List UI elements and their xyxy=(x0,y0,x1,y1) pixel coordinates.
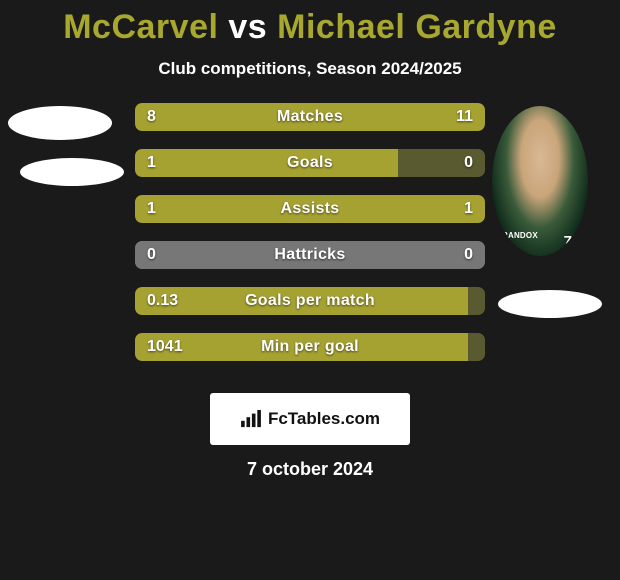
stat-row-assists: 1 1 Assists xyxy=(135,195,485,223)
stat-row-min-per-goal: 1041 Min per goal xyxy=(135,333,485,361)
stat-value-left: 1041 xyxy=(147,338,183,356)
title-left: McCarvel xyxy=(63,8,218,46)
comparison-bars: 811Matches10Goals11Assists00Hattricks0.1… xyxy=(135,103,485,379)
stat-row-matches: 8 11 Matches xyxy=(135,103,485,131)
source-badge-text: FcTables.com xyxy=(268,409,380,429)
stat-row-goals: 1 0 Goals xyxy=(135,149,485,177)
stat-label: Assists xyxy=(280,200,339,218)
kit-number: 7 xyxy=(564,233,572,250)
stat-label: Goals xyxy=(287,154,333,172)
page-title: McCarvel vs Michael Gardyne xyxy=(0,8,620,47)
player-right-avatar: RANDOX 7 xyxy=(492,106,588,256)
comparison-area: RANDOX 7 811Matches10Goals11Assists00Hat… xyxy=(0,103,620,383)
stat-value-left: 1 xyxy=(147,200,156,218)
stat-label: Hattricks xyxy=(274,246,345,264)
stat-row-hattricks: 0 0 Hattricks xyxy=(135,241,485,269)
fctables-logo-icon xyxy=(240,410,262,428)
stat-label: Goals per match xyxy=(245,292,375,310)
stat-label: Min per goal xyxy=(261,338,359,356)
stat-value-left: 1 xyxy=(147,154,156,172)
stat-value-right: 0 xyxy=(464,154,473,172)
stat-value-left: 0 xyxy=(147,246,156,264)
player-left-avatar-placeholder xyxy=(8,106,112,140)
stat-value-left: 8 xyxy=(147,108,156,126)
player-left-name-placeholder xyxy=(20,158,124,186)
stat-value-right: 1 xyxy=(464,200,473,218)
page-subtitle: Club competitions, Season 2024/2025 xyxy=(0,59,620,79)
stat-label: Matches xyxy=(277,108,343,126)
title-right: Michael Gardyne xyxy=(277,8,557,46)
stat-value-right: 11 xyxy=(456,108,473,126)
title-vs: vs xyxy=(218,8,277,46)
stat-value-right: 0 xyxy=(464,246,473,264)
bar-left-fill xyxy=(135,103,282,131)
infographic-root: McCarvel vs Michael Gardyne Club competi… xyxy=(0,0,620,480)
stat-row-goals-per-match: 0.13 Goals per match xyxy=(135,287,485,315)
source-badge: FcTables.com xyxy=(210,393,410,445)
bar-right-fill xyxy=(468,287,486,315)
bar-left-fill xyxy=(135,149,398,177)
stat-value-left: 0.13 xyxy=(147,292,178,310)
bar-right-fill xyxy=(468,333,486,361)
player-right-name-placeholder xyxy=(498,290,602,318)
footer-date: 7 october 2024 xyxy=(0,459,620,480)
kit-sponsor-text: RANDOX xyxy=(502,231,538,240)
